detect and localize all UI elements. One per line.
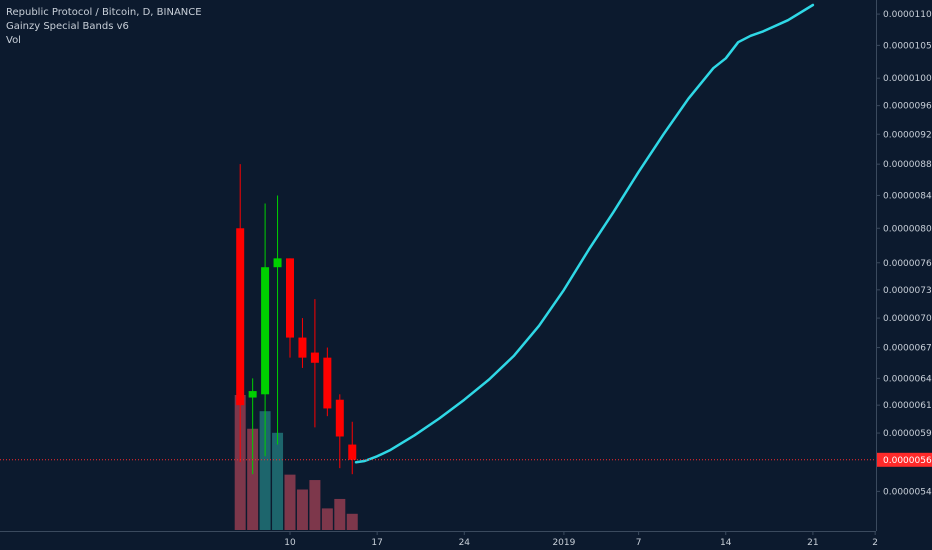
chart-legend: Republic Protocol / Bitcoin, D, BINANCE …: [6, 6, 202, 48]
y-tick-label-11: 0.00000670: [883, 344, 932, 354]
y-tick-label-14: 0.00000590: [883, 429, 932, 439]
x-tick-label-7: 2: [872, 538, 878, 548]
candle-body-7: [323, 357, 332, 409]
x-tick-label-4: 7: [636, 538, 642, 548]
volume-bar-8: [334, 498, 346, 530]
y-tick-label-0: 0.00001100: [883, 10, 932, 20]
plot-area: [0, 0, 876, 531]
candle-body-5: [298, 337, 307, 358]
candle-body-4: [286, 258, 294, 338]
volume-bar-6: [309, 480, 321, 530]
volume-bar-2: [259, 411, 271, 530]
x-tick-label-3: 2019: [552, 538, 575, 548]
last-price-badge: [877, 452, 932, 467]
y-tick-label-9: 0.00000730: [883, 286, 932, 296]
volume-bar-7: [321, 508, 333, 530]
y-tick-label-12: 0.00000640: [883, 374, 932, 384]
candle-body-2: [261, 267, 270, 395]
last-price-label: 0.00000567: [883, 456, 932, 466]
volume-bar-4: [284, 474, 296, 530]
candle-body-8: [335, 399, 344, 437]
y-tick-label-2: 0.00001000: [883, 74, 932, 84]
symbol-title: Republic Protocol / Bitcoin, D, BINANCE: [6, 7, 202, 18]
x-tick-label-6: 21: [807, 538, 818, 548]
y-tick-label-3: 0.00000960: [883, 102, 932, 112]
y-tick-label-8: 0.00000760: [883, 259, 932, 269]
candle-body-3: [273, 258, 282, 268]
y-tick-label-10: 0.00000700: [883, 314, 932, 324]
x-tick-label-0: 10: [284, 538, 296, 548]
volume-bar-9: [346, 513, 358, 530]
y-tick-label-13: 0.00000615: [883, 401, 932, 411]
y-tick-label-7: 0.00000800: [883, 224, 932, 234]
indicator-label: Gainzy Special Bands v6: [6, 21, 129, 32]
x-tick-label-5: 14: [720, 538, 732, 548]
volume-label: Vol: [6, 35, 21, 46]
volume-bar-3: [272, 432, 284, 530]
x-tick-label-2: 24: [459, 538, 471, 548]
x-tick-label-1: 17: [371, 538, 382, 548]
y-tick-label-4: 0.00000920: [883, 130, 932, 140]
volume-bar-1: [247, 428, 259, 530]
volume-bar-0: [234, 395, 246, 530]
y-tick-label-6: 0.00000840: [883, 191, 932, 201]
y-tick-label-5: 0.00000880: [883, 160, 932, 170]
y-tick-label-15: 0.00000541: [883, 487, 932, 497]
candle-body-1: [248, 391, 257, 398]
volume-bar-5: [296, 489, 308, 530]
band-line: [354, 3, 815, 464]
y-tick-label-1: 0.00001050: [883, 41, 932, 51]
candle-body-9: [348, 444, 357, 460]
candle-body-6: [310, 352, 319, 363]
candle-body-0: [236, 228, 245, 406]
